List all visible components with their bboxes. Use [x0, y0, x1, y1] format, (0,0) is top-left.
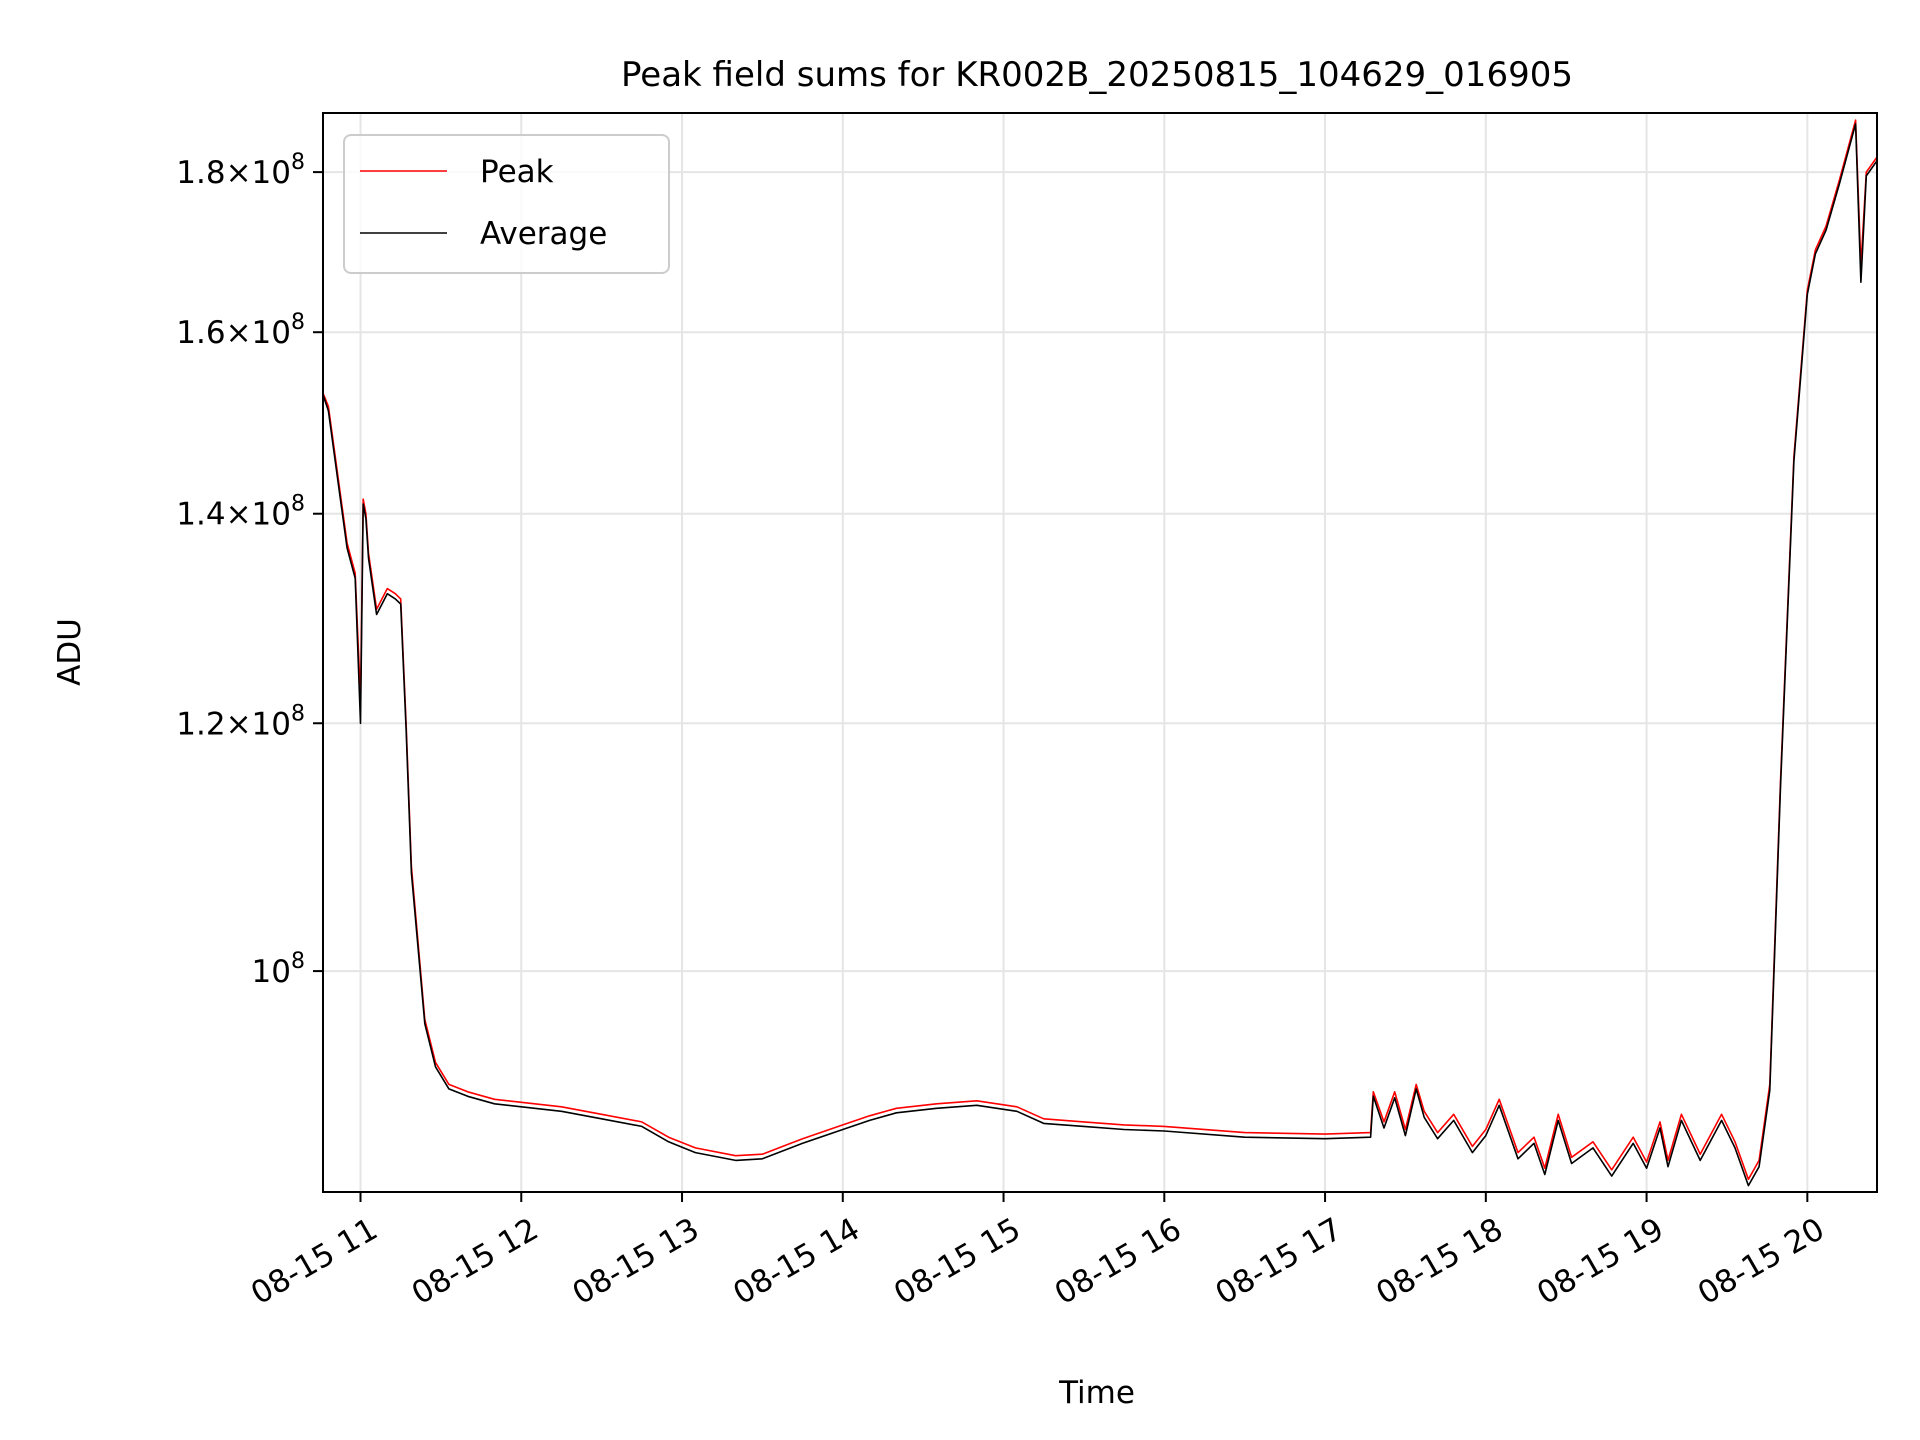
- y-tick-exponent: 8: [291, 701, 305, 726]
- y-axis: 108 1.2×108 1.4×108 1.6×108 1.8×108: [176, 150, 323, 990]
- y-tick-label: 1.4×108: [176, 492, 305, 533]
- y-axis-label: ADU: [52, 618, 88, 686]
- y-tick-mantissa: 1.6: [176, 315, 225, 351]
- y-tick-mantissa: 1.2: [176, 706, 225, 742]
- y-tick-mantissa: 1.4: [176, 497, 225, 533]
- plot-frame: [322, 112, 1878, 1193]
- legend-box: [343, 134, 670, 274]
- y-tick-exponent: 8: [291, 492, 305, 517]
- y-tick-mantissa: 1.8: [176, 155, 225, 191]
- chart-title: Peak field sums for KR002B_20250815_1046…: [621, 55, 1573, 95]
- legend-label-peak: Peak: [480, 154, 554, 190]
- y-tick-label: 1.8×108: [176, 150, 305, 191]
- legend-label-average: Average: [480, 216, 607, 252]
- y-tick-label: 1.2×108: [176, 701, 305, 742]
- legend: Peak Average: [343, 134, 670, 274]
- y-tick-exponent: 8: [291, 949, 305, 974]
- series-lines: [323, 119, 1877, 1187]
- y-tick-exponent: 8: [291, 150, 305, 175]
- series-line-average: [323, 123, 1877, 1187]
- x-axis-label: Time: [1058, 1375, 1135, 1411]
- y-tick-label: 1.6×108: [176, 310, 305, 351]
- y-tick-label: 108: [252, 949, 305, 990]
- y-tick-exponent: 8: [291, 310, 305, 335]
- grid-lines: [323, 113, 1877, 1192]
